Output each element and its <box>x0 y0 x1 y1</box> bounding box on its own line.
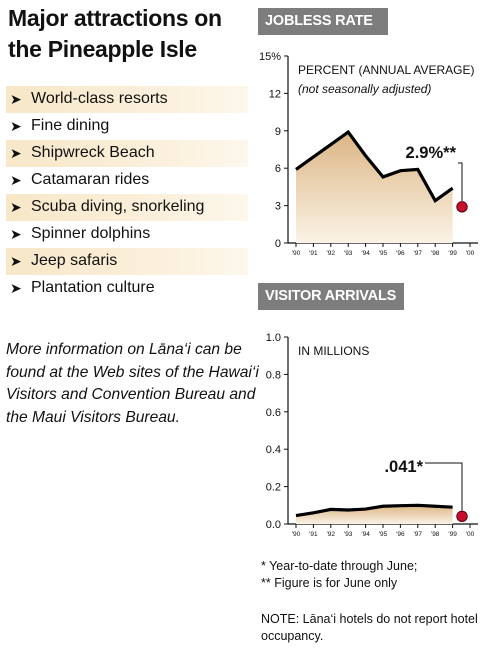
page-title: Major attractions on the Pineapple Isle <box>8 5 222 62</box>
y-tick-label: 0.6 <box>266 407 281 419</box>
series-line <box>295 129 454 203</box>
y-tick-label: 0.0 <box>266 519 281 531</box>
annotation-leader <box>425 462 463 511</box>
visitor-arrivals-chart: 0.0 0.2 0.4 0.6 0.8 1.0 '90 '91 '92 '93 '94 '95 '96 '… <box>266 332 478 538</box>
jobless-rate-label: JOBLESS RATE <box>258 8 388 35</box>
attraction-item: ➤ Fine dining <box>6 113 248 140</box>
y-tick-label: 9 <box>275 126 281 138</box>
footnote-year-to-date: * Year-to-date through June; <box>261 559 418 573</box>
y-tick-label: 0.4 <box>266 444 281 456</box>
y-tick-label: 0.8 <box>266 369 281 381</box>
highlight-label: .041* <box>384 458 423 476</box>
x-tick-label: '94 <box>361 531 370 538</box>
info-text: More information on Lāna‘i can be found … <box>6 341 259 426</box>
attraction-label: Fine dining <box>31 117 110 134</box>
footnotes: * Year-to-date through June; ** Figure i… <box>261 558 489 592</box>
attraction-item: ➤ Plantation culture <box>6 275 248 302</box>
arrow-bullet-icon: ➤ <box>10 118 22 134</box>
attraction-label: Jeep safaris <box>31 252 118 269</box>
x-tick-label: '93 <box>344 250 353 257</box>
chart-caption: PERCENT (ANNUAL AVERAGE) <box>298 63 474 77</box>
attraction-label: World-class resorts <box>31 90 168 107</box>
arrow-bullet-icon: ➤ <box>10 145 22 161</box>
y-tick-label: 1.0 <box>266 332 281 344</box>
attraction-item: ➤ Catamaran rides <box>6 167 248 194</box>
attraction-label: Catamaran rides <box>31 171 150 188</box>
y-tick-label: 0 <box>275 238 281 250</box>
arrow-bullet-icon: ➤ <box>10 91 22 107</box>
y-tick-label: 6 <box>275 163 281 175</box>
arrow-bullet-icon: ➤ <box>10 280 22 296</box>
x-tick-label: '99 <box>448 531 457 538</box>
highlight-label: 2.9%** <box>406 144 457 162</box>
x-tick-label: '91 <box>309 531 318 538</box>
x-tick-label: '98 <box>431 531 440 538</box>
arrow-bullet-icon: ➤ <box>10 172 22 188</box>
footnote-june-only: ** Figure is for June only <box>261 576 398 590</box>
chart-caption: IN MILLIONS <box>298 344 369 358</box>
annotation-leader <box>458 162 463 201</box>
x-tick-label: '97 <box>414 531 423 538</box>
x-tick-label: '90 <box>292 531 301 538</box>
arrow-bullet-icon: ➤ <box>10 253 22 269</box>
attraction-label: Plantation culture <box>31 279 155 296</box>
series-line <box>295 503 453 518</box>
arrow-bullet-icon: ➤ <box>10 226 22 242</box>
attraction-item: ➤ Scuba diving, snorkeling <box>6 194 248 221</box>
attraction-item: ➤ World-class resorts <box>6 86 248 113</box>
attractions-list: ➤ World-class resorts ➤ Fine dining ➤ Shipwre… <box>6 86 248 302</box>
attraction-label: Spinner dolphins <box>31 225 151 242</box>
x-tick-label: '97 <box>414 250 423 257</box>
y-tick-label: 15% <box>259 51 281 63</box>
x-tick-label: '96 <box>396 250 405 257</box>
chart-subcaption: (not seasonally adjusted) <box>298 82 431 96</box>
x-tick-label: '98 <box>431 250 440 257</box>
x-tick-label: '94 <box>361 250 370 257</box>
attraction-label: Scuba diving, snorkeling <box>31 198 205 215</box>
x-tick-label: '92 <box>327 531 336 538</box>
x-tick-label: '91 <box>309 250 318 257</box>
jobless-rate-chart: 0 3 6 9 12 15% '90 '91 '92 '93 '94 '95 '96 '97 '98 '99 '… <box>259 51 478 257</box>
y-tick-label: 0.2 <box>266 482 281 494</box>
x-tick-label: '95 <box>379 250 388 257</box>
x-tick-label: '99 <box>448 250 457 257</box>
attraction-item: ➤ Shipwreck Beach <box>6 140 248 167</box>
y-tick-label: 3 <box>275 201 281 213</box>
highlight-marker <box>456 510 468 523</box>
visitor-arrivals-label: VISITOR ARRIVALS <box>258 283 404 310</box>
arrow-bullet-icon: ➤ <box>10 199 22 215</box>
x-tick-label: '90 <box>292 250 301 257</box>
attraction-label: Shipwreck Beach <box>31 144 155 161</box>
x-tick-label: '93 <box>344 531 353 538</box>
x-tick-label: '00 <box>466 250 475 257</box>
attraction-item: ➤ Jeep safaris <box>6 248 248 275</box>
x-tick-label: '96 <box>396 531 405 538</box>
x-tick-label: '95 <box>379 531 388 538</box>
x-tick-label: '92 <box>327 250 336 257</box>
series-area <box>296 132 453 243</box>
x-tick-label: '00 <box>466 531 475 538</box>
y-tick-label: 12 <box>269 88 281 100</box>
attraction-item: ➤ Spinner dolphins <box>6 221 248 248</box>
highlight-marker <box>456 201 468 213</box>
hotel-occupancy-note: NOTE: Lāna‘i hotels do not report hotel … <box>261 612 478 643</box>
